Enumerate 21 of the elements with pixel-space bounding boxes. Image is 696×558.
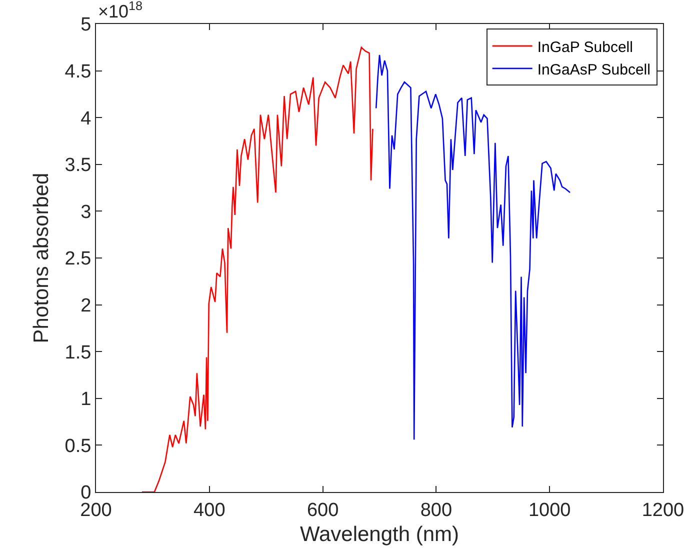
y-tick-label: 4 [80,108,92,130]
x-tick-label: 1200 [642,500,684,521]
text: ×10$^{18}$ [98,0,143,22]
y-tick-label: 0.5 [64,436,92,457]
legend-label: InGaAsP Subcell [537,61,650,78]
y-tick-label: 3 [80,202,92,223]
legend-label: InGaP Subcell [537,38,633,56]
x-tick-label: 1000 [528,500,571,521]
y-tick-label: 4.5 [64,61,92,82]
y-tick-label: 3.5 [64,155,92,176]
y-axis-title: Photons absorbed [30,172,53,344]
y-tick-label: 2.5 [64,248,92,270]
y-tick-label: 1.5 [64,342,92,364]
x-tick-label: 400 [194,500,226,521]
x-tick-label: 600 [306,500,339,521]
line-series [141,46,374,492]
y-tick-label: 1 [80,389,92,410]
y-tick-label: 5 [80,14,92,36]
y-tick-label: 2 [80,295,92,316]
x-axis-title: Wavelength (nm) [300,523,460,546]
x-tick-label: 800 [420,500,452,521]
